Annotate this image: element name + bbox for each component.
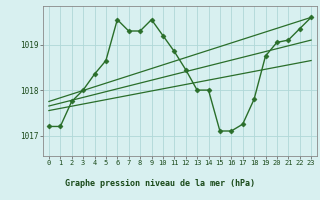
- Text: Graphe pression niveau de la mer (hPa): Graphe pression niveau de la mer (hPa): [65, 179, 255, 188]
